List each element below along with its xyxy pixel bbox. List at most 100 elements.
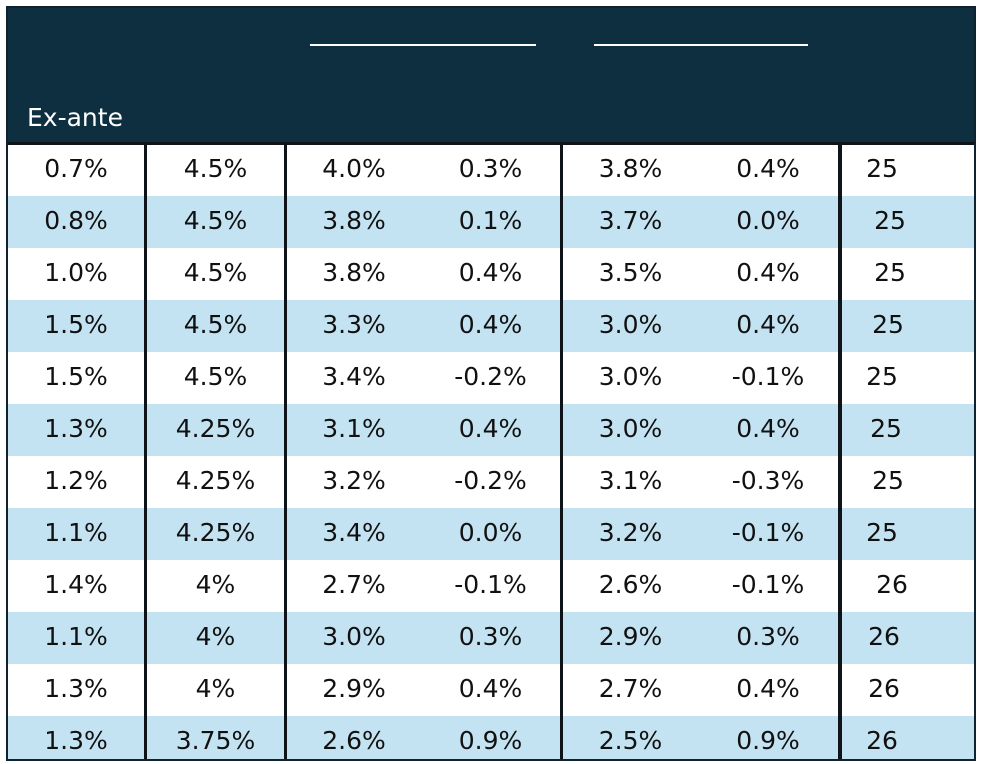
table-cell: 0.4% xyxy=(736,258,800,287)
table-cell: 26 xyxy=(868,674,900,703)
table-cell: -0.1% xyxy=(731,570,805,599)
table-cell: 4.5% xyxy=(183,310,248,339)
column-divider-1 xyxy=(144,144,147,759)
table-cell: 3.8% xyxy=(598,154,663,183)
table-cell: 3.3% xyxy=(322,310,386,339)
table-cell: -0.3% xyxy=(731,466,805,495)
table-cell: 4.0% xyxy=(322,154,386,183)
table-cell: 25 xyxy=(872,466,904,495)
table-cell: 25 xyxy=(866,518,898,547)
table-cell: 26 xyxy=(866,726,898,755)
table-cell: 26 xyxy=(868,622,900,651)
table-cell: 2.5% xyxy=(598,726,663,755)
table-row: 1.0% 4.5% 3.8% 0.4% 3.5% 0.4% 25 xyxy=(8,248,974,300)
table-cell: 4.5% xyxy=(183,154,248,183)
table-row: 1.5% 4.5% 3.4% -0.2% 3.0% -0.1% 25 xyxy=(8,352,974,404)
table-cell: 3.1% xyxy=(598,466,663,495)
table-cell: 4.5% xyxy=(183,206,248,235)
table-cell: 2.9% xyxy=(598,622,663,651)
table-row: 1.3% 3.75% 2.6% 0.9% 2.5% 0.9% 26 xyxy=(8,716,974,759)
group-header-rule-2 xyxy=(594,44,808,46)
table-cell: 3.1% xyxy=(322,414,386,443)
table-cell: 2.6% xyxy=(322,726,386,755)
column-divider-3 xyxy=(560,144,563,759)
table-cell: 0.9% xyxy=(736,726,800,755)
table-cell: 25 xyxy=(866,362,898,391)
table-cell: 3.4% xyxy=(322,518,386,547)
table-cell: 4.5% xyxy=(183,362,248,391)
table-cell: -0.2% xyxy=(454,362,527,391)
table-cell: 4% xyxy=(195,674,236,703)
table-body: 0.7% 4.5% 4.0% 0.3% 3.8% 0.4% 25 0.8% 4.5% 3.8% 0.… xyxy=(8,144,974,759)
table-cell: 25 xyxy=(866,154,898,183)
table-cell: 0.0% xyxy=(736,206,800,235)
data-table: Ex-ante 0.7% 4.5% 4.0% 0.3% 3.8% 0.4% 25 0.8% 4.… xyxy=(6,6,976,761)
table-cell: 4.25% xyxy=(175,518,256,547)
table-cell: 0.3% xyxy=(458,622,523,651)
table-cell: 0.4% xyxy=(736,154,800,183)
table-row: 1.1% 4% 3.0% 0.3% 2.9% 0.3% 26 xyxy=(8,612,974,664)
table-cell: 3.5% xyxy=(598,258,663,287)
table-cell: 25 xyxy=(874,258,906,287)
table-cell: 4.5% xyxy=(183,258,248,287)
table-cell: 3.75% xyxy=(175,726,256,755)
table-cell: 3.0% xyxy=(322,622,386,651)
table-cell: 1.0% xyxy=(44,258,108,287)
table-row: 1.5% 4.5% 3.3% 0.4% 3.0% 0.4% 25 xyxy=(8,300,974,352)
table-cell: 3.2% xyxy=(322,466,386,495)
table-cell: -0.1% xyxy=(731,362,805,391)
column-divider-4 xyxy=(838,144,842,759)
table-cell: 0.7% xyxy=(44,154,108,183)
table-cell: 25 xyxy=(870,414,902,443)
table-cell: -0.2% xyxy=(454,466,527,495)
table-cell: 0.4% xyxy=(458,258,523,287)
table-cell: 3.8% xyxy=(322,258,386,287)
table-cell: 2.9% xyxy=(322,674,386,703)
table-cell: 3.0% xyxy=(598,414,663,443)
table-cell: 0.4% xyxy=(736,310,800,339)
table-header: Ex-ante xyxy=(8,8,974,144)
table-row: 1.3% 4.25% 3.1% 0.4% 3.0% 0.4% 25 xyxy=(8,404,974,456)
header-label-ex-ante: Ex-ante xyxy=(27,103,123,132)
table-cell: 3.2% xyxy=(598,518,663,547)
table-cell: 1.4% xyxy=(44,570,108,599)
table-cell: 3.0% xyxy=(598,310,663,339)
table-cell: 0.1% xyxy=(458,206,523,235)
table-cell: 0.0% xyxy=(458,518,523,547)
table-cell: 2.7% xyxy=(322,570,386,599)
table-cell: 2.7% xyxy=(598,674,663,703)
table-row: 1.4% 4% 2.7% -0.1% 2.6% -0.1% 26 xyxy=(8,560,974,612)
table-row: 1.1% 4.25% 3.4% 0.0% 3.2% -0.1% 25 xyxy=(8,508,974,560)
table-cell: 1.2% xyxy=(44,466,108,495)
column-divider-2 xyxy=(284,144,287,759)
table-cell: 1.3% xyxy=(44,726,108,755)
table-cell: 25 xyxy=(874,206,906,235)
table-cell: 26 xyxy=(876,570,908,599)
table-row: 0.8% 4.5% 3.8% 0.1% 3.7% 0.0% 25 xyxy=(8,196,974,248)
table-cell: 0.4% xyxy=(736,674,800,703)
table-cell: 0.4% xyxy=(458,414,523,443)
table-row: 1.2% 4.25% 3.2% -0.2% 3.1% -0.3% 25 xyxy=(8,456,974,508)
table-cell: 0.3% xyxy=(458,154,523,183)
table-row: 1.3% 4% 2.9% 0.4% 2.7% 0.4% 26 xyxy=(8,664,974,716)
group-header-rule-1 xyxy=(310,44,536,46)
table-cell: 1.1% xyxy=(44,622,108,651)
table-cell: 25 xyxy=(872,310,904,339)
header-divider xyxy=(8,142,974,145)
table-cell: 0.4% xyxy=(736,414,800,443)
table-cell: 3.7% xyxy=(598,206,663,235)
table-cell: 4.25% xyxy=(175,414,256,443)
table-cell: 1.3% xyxy=(44,674,108,703)
table-cell: 3.0% xyxy=(598,362,663,391)
table-cell: 1.5% xyxy=(44,362,108,391)
table-cell: -0.1% xyxy=(454,570,527,599)
table-cell: 0.3% xyxy=(736,622,800,651)
table-cell: 0.4% xyxy=(458,674,523,703)
table-cell: 0.4% xyxy=(458,310,523,339)
table-row: 0.7% 4.5% 4.0% 0.3% 3.8% 0.4% 25 xyxy=(8,144,974,196)
table-cell: 4% xyxy=(195,570,236,599)
table-cell: 0.8% xyxy=(44,206,108,235)
table-cell: 1.3% xyxy=(44,414,108,443)
table-cell: -0.1% xyxy=(731,518,805,547)
table-cell: 2.6% xyxy=(598,570,663,599)
